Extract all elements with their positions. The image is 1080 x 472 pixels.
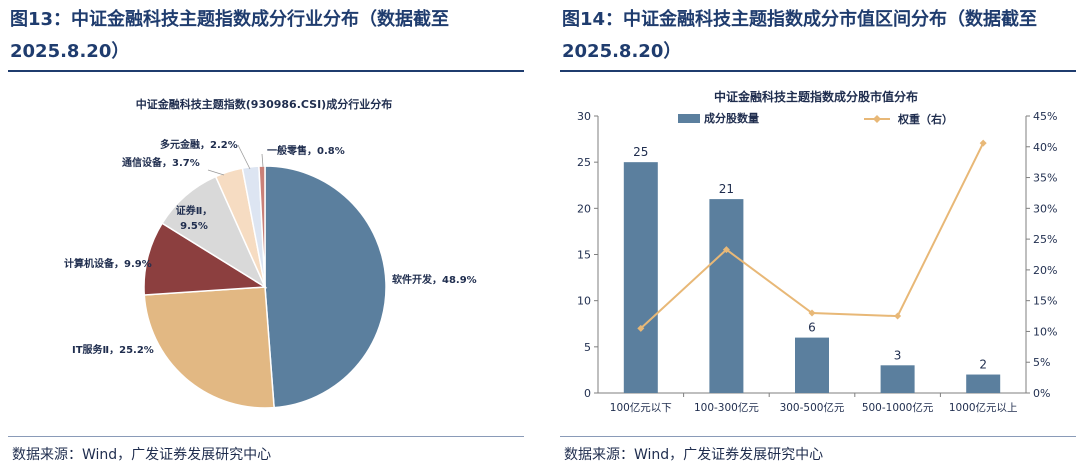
right-figure-panel: 图14：中证金融科技主题指数成分市值区间分布（数据截至2025.8.20） 中证…: [552, 0, 1080, 472]
bar-value-label: 3: [894, 348, 902, 362]
legend-line-marker: [873, 115, 881, 123]
pie-label: 软件开发，48.9%: [392, 273, 477, 286]
bar: [966, 374, 1001, 393]
bar-value-label: 6: [808, 321, 816, 335]
left-y-tick-label: 20: [577, 202, 591, 215]
weight-point: [808, 309, 816, 317]
x-tick-label: 500-1000亿元: [862, 401, 934, 414]
x-tick-label: 100-300亿元: [694, 401, 759, 414]
pie-label: 通信设备，3.7%: [122, 156, 200, 169]
right-y-tick-label: 30%: [1033, 202, 1057, 215]
bar-value-label: 21: [719, 182, 734, 196]
left-y-tick-label: 0: [584, 387, 591, 400]
right-y-tick-label: 35%: [1033, 172, 1057, 185]
bar-value-label: 25: [633, 145, 648, 159]
pie-label: 9.5%: [180, 221, 208, 232]
footer-rule: [560, 436, 1076, 437]
figure-14-title: 图14：中证金融科技主题指数成分市值区间分布（数据截至2025.8.20）: [562, 9, 1038, 62]
bar: [709, 199, 744, 393]
title-rule: [560, 70, 1076, 72]
weight-line: [640, 142, 985, 330]
pie-label: 一般零售，0.8%: [267, 144, 345, 157]
x-tick-label: 300-500亿元: [780, 401, 845, 414]
data-source: 数据来源：Wind，广发证券发展研究中心: [12, 447, 272, 463]
bar: [795, 337, 829, 393]
weight-point: [979, 139, 987, 147]
right-y-tick-label: 40%: [1033, 141, 1057, 154]
pie-slice: [264, 165, 387, 409]
weight-point: [722, 246, 730, 254]
left-y-tick-label: 10: [577, 295, 591, 308]
x-tick-label: 100亿元以下: [610, 401, 672, 414]
pie-slice: [143, 222, 268, 296]
weight-point: [894, 312, 902, 320]
left-y-tick-label: 5: [584, 341, 591, 354]
bar: [880, 365, 915, 393]
pie-slice: [258, 165, 266, 288]
right-y-tick-label: 20%: [1033, 264, 1057, 277]
left-y-tick-label: 30: [577, 110, 591, 123]
right-y-tick-label: 15%: [1033, 295, 1057, 308]
legend-line-label: 权重（右）: [897, 112, 953, 126]
footer-rule: [8, 436, 524, 437]
left-figure-panel: 图13：中证金融科技主题指数成分行业分布（数据截至2025.8.20） 中证金融…: [0, 0, 528, 472]
x-tick-label: 1000亿元以上: [949, 401, 1018, 414]
weight-point: [637, 324, 645, 332]
right-y-tick-label: 5%: [1033, 356, 1050, 369]
pie-label: IT服务Ⅱ，25.2%: [72, 343, 154, 356]
figure-13-title: 图13：中证金融科技主题指数成分行业分布（数据截至2025.8.20）: [10, 9, 450, 62]
pie-leader-line: [237, 144, 251, 170]
bar: [623, 162, 658, 393]
pie-label: 多元金融，2.2%: [160, 138, 238, 151]
right-y-tick-label: 45%: [1033, 110, 1057, 123]
bar-chart-title: 中证金融科技主题指数成分股市值分布: [714, 89, 918, 104]
left-y-tick-label: 15: [577, 249, 591, 262]
legend-bar-swatch: [678, 114, 700, 123]
pie-slice: [143, 286, 275, 409]
right-y-tick-label: 25%: [1033, 233, 1057, 246]
title-rule: [8, 70, 524, 72]
data-source: 数据来源：Wind，广发证券发展研究中心: [564, 447, 824, 463]
right-y-tick-label: 10%: [1033, 325, 1057, 338]
bar-value-label: 2: [979, 358, 987, 372]
pie-leader-line: [207, 169, 225, 176]
right-y-tick-label: 0%: [1033, 387, 1050, 400]
pie-leader-line: [261, 153, 264, 168]
left-y-tick-label: 25: [577, 156, 591, 169]
pie-title: 中证金融科技主题指数(930986.CSI)成分行业分布: [136, 97, 392, 111]
legend-bar-label: 成分股数量: [704, 111, 759, 125]
pie-label: 证券Ⅱ，: [176, 204, 213, 217]
pie-label: 计算机设备，9.9%: [64, 257, 152, 270]
